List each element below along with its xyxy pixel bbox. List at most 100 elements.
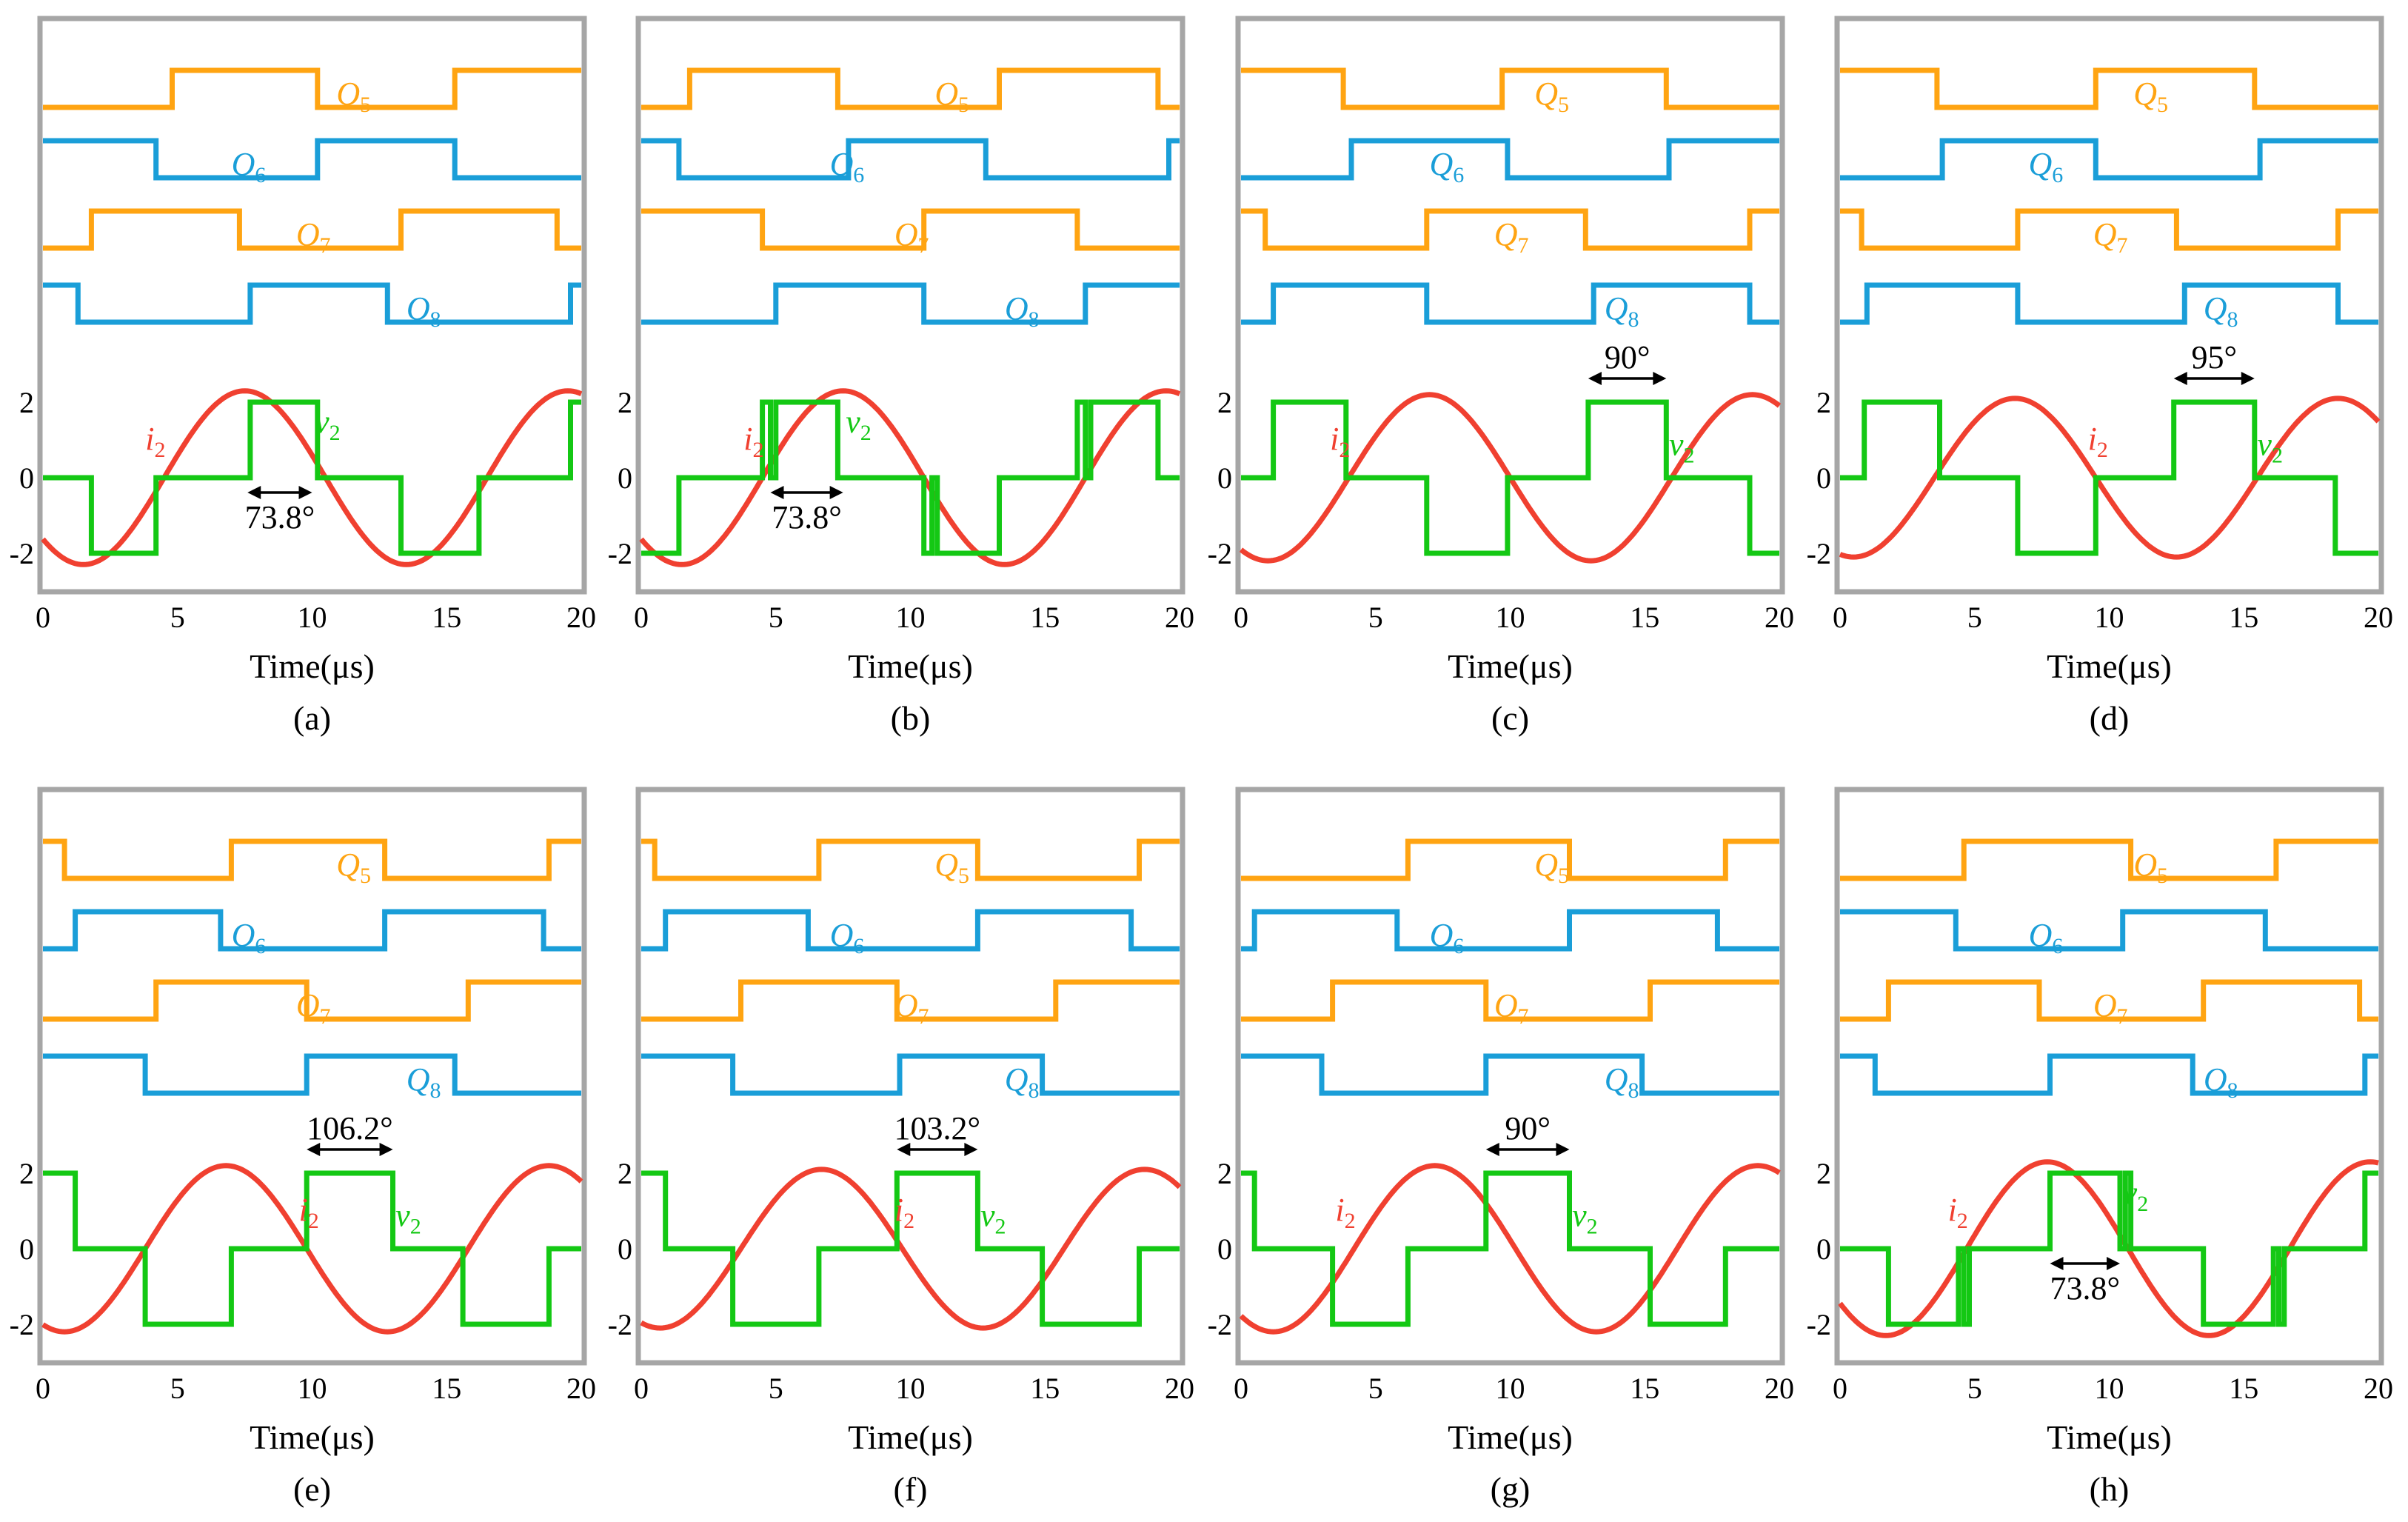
phase-arrow	[247, 486, 312, 499]
v2-label-main: v	[1669, 426, 1684, 462]
y-tick-label: 0	[19, 1232, 34, 1266]
gate-label-q6: Q6	[829, 917, 864, 958]
x-tick-label: 10	[896, 1372, 926, 1405]
i2-label-main: i	[1335, 1192, 1344, 1228]
i2-label: i2	[299, 1192, 319, 1233]
gate-label-q5-sub: 5	[958, 93, 969, 117]
gate-label-q7: Q7	[1494, 987, 1529, 1029]
x-tick-label: 5	[1368, 601, 1383, 634]
gate-label-q6-sub: 6	[255, 163, 266, 187]
gate-trace-q6	[43, 909, 581, 952]
gate-trace-q8	[1241, 1053, 1779, 1096]
i2-label-sub: 2	[753, 438, 764, 462]
gate-label-q6-sub: 6	[255, 934, 266, 958]
y-tick-label: -2	[608, 537, 632, 570]
i2-label: i2	[145, 421, 165, 462]
phase-arrow-head-left	[307, 1143, 321, 1156]
gate-trace-q6	[641, 138, 1180, 181]
gate-label-q8-sub: 8	[430, 1078, 441, 1103]
v2-label-main: v	[2257, 426, 2272, 462]
i2-trace	[1839, 395, 2381, 560]
gate-label-q5-sub: 5	[360, 93, 371, 117]
y-tick-label: -2	[608, 1308, 632, 1341]
panel-caption: (b)	[891, 699, 931, 737]
gate-label-q8: Q8	[2204, 1061, 2238, 1103]
panel-caption: (h)	[2090, 1470, 2130, 1508]
gate-trace-q6	[1840, 909, 2378, 952]
gate-label-q5-sub: 5	[958, 864, 969, 888]
phase-angle-label: 106.2°	[307, 1110, 393, 1146]
gate-trace-q7	[1241, 208, 1779, 251]
x-axis-label: Time(μs)	[250, 647, 375, 685]
gate-label-q5: Q5	[2133, 847, 2168, 888]
gate-label-q8-main: Q	[407, 1061, 430, 1098]
y-tick-label: 2	[1217, 386, 1232, 419]
gate-label-q5: Q5	[934, 76, 969, 117]
gate-label-q6-main: Q	[1429, 146, 1453, 182]
gate-label-q7-sub: 7	[319, 1004, 330, 1029]
i2-label-sub: 2	[2097, 438, 2108, 462]
panel-caption: (d)	[2090, 699, 2130, 737]
x-tick-label: 20	[1165, 1372, 1194, 1405]
y-tick-label: 0	[1217, 1232, 1232, 1266]
i2-trace	[41, 388, 583, 567]
x-tick-label: 0	[634, 1372, 649, 1405]
i2-label: i2	[1330, 421, 1350, 462]
phase-arrow-head-right	[2241, 372, 2255, 385]
gate-trace-q7	[641, 979, 1180, 1022]
gate-label-q7-main: Q	[1494, 216, 1518, 253]
x-tick-label: 20	[1765, 601, 1794, 634]
gate-trace-q5	[641, 67, 1180, 110]
gate-label-q5: Q5	[1534, 76, 1569, 117]
gate-trace-q7	[1840, 979, 2378, 1022]
v2-label-sub: 2	[1683, 443, 1694, 467]
x-tick-label: 0	[1234, 601, 1248, 634]
gate-label-q7-sub: 7	[319, 233, 330, 258]
gate-label-q5-sub: 5	[2157, 93, 2168, 117]
gate-label-q8-main: Q	[2204, 1061, 2227, 1098]
phase-arrow	[770, 486, 843, 499]
x-tick-label: 20	[566, 601, 596, 634]
gate-trace-q8	[641, 1053, 1180, 1096]
v2-label-main: v	[846, 404, 860, 440]
gate-label-q5-sub: 5	[360, 864, 371, 888]
x-tick-label: 15	[1030, 601, 1060, 634]
gate-label-q7: Q7	[296, 216, 331, 258]
i2-label-sub: 2	[1957, 1209, 1968, 1233]
panel-caption: (a)	[293, 699, 331, 737]
plot-frame	[635, 16, 1185, 595]
v2-trace	[641, 399, 1180, 556]
gate-label-q8: Q8	[1605, 1061, 1639, 1103]
gate-label-q7-main: Q	[296, 216, 320, 253]
phase-angle-label: 103.2°	[894, 1110, 981, 1146]
x-tick-label: 5	[769, 1372, 783, 1405]
gate-label-q7-sub: 7	[2116, 233, 2127, 258]
i2-label-main: i	[1330, 421, 1339, 457]
x-tick-label: 10	[2095, 601, 2124, 634]
gate-label-q5-main: Q	[336, 847, 360, 883]
gate-label-q6-main: Q	[829, 917, 853, 953]
y-tick-label: 2	[19, 1157, 34, 1190]
i2-label-sub: 2	[1345, 1209, 1356, 1233]
gate-label-q5: Q5	[934, 847, 969, 888]
gate-trace-q6	[43, 138, 581, 181]
x-tick-label: 20	[1165, 601, 1194, 634]
y-tick-label: 0	[1816, 461, 1831, 495]
gate-label-q8-sub: 8	[1029, 1078, 1040, 1103]
v2-label-sub: 2	[330, 421, 341, 445]
gate-label-q7: Q7	[894, 987, 929, 1029]
gate-label-q5-main: Q	[2133, 847, 2157, 883]
gate-label-q5: Q5	[336, 76, 371, 117]
x-tick-label: 0	[36, 1372, 50, 1405]
gate-trace-q5	[1241, 838, 1779, 881]
gate-label-q8-sub: 8	[2227, 307, 2238, 332]
v2-label: v2	[1572, 1197, 1598, 1238]
x-tick-label: 15	[1630, 1372, 1659, 1405]
gate-label-q6: Q6	[1429, 146, 1464, 187]
v2-trace	[1840, 399, 2378, 556]
gate-label-q6-main: Q	[829, 146, 853, 182]
